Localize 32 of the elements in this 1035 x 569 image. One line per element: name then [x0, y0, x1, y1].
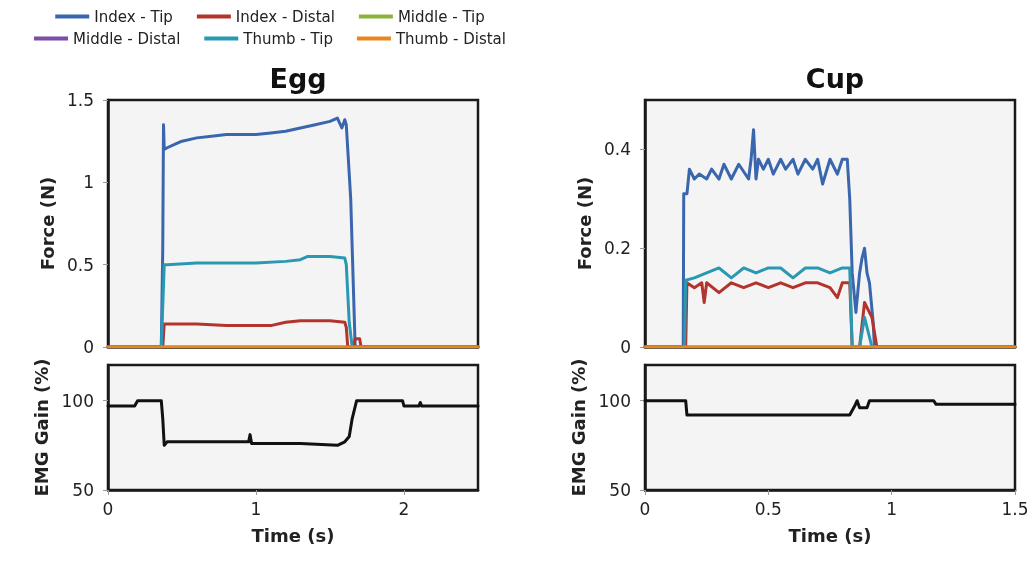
legend-label: Thumb - Tip [242, 29, 333, 48]
x-tick-label: 0.5 [754, 498, 782, 519]
y-tick-label: 1 [83, 172, 94, 193]
x-axis-title: Time (s) [788, 524, 872, 546]
y-tick-label: 0.4 [603, 139, 631, 160]
y-tick-label: 0.5 [66, 254, 94, 275]
y-tick-label: 100 [598, 390, 631, 411]
legend-label: Middle - Tip [397, 7, 485, 26]
y-axis-title: EMG Gain (%) [31, 358, 53, 497]
x-tick-label: 1 [250, 498, 262, 519]
legend-label: Thumb - Distal [394, 29, 506, 48]
y-tick-label: 0 [620, 337, 631, 357]
y-tick-label: 0.2 [603, 238, 631, 259]
x-tick-label: 1 [886, 498, 898, 519]
x-tick-label: 1.5 [1001, 498, 1029, 519]
y-tick-label: 50 [72, 480, 94, 500]
y-tick-label: 1.5 [66, 90, 94, 110]
chart-title: Cup [805, 63, 865, 94]
x-axis-title: Time (s) [251, 524, 335, 546]
legend-label: Index - Tip [94, 7, 173, 26]
y-tick-label: 50 [609, 480, 631, 500]
x-tick-label: 2 [398, 498, 410, 519]
y-axis-title: Force (N) [36, 176, 58, 271]
y-axis-title: Force (N) [573, 176, 595, 271]
x-tick-label: 0 [102, 498, 114, 519]
y-tick-label: 100 [61, 390, 94, 411]
y-tick-label: 0 [83, 337, 94, 357]
chart-title: Egg [269, 63, 327, 94]
legend-label: Middle - Distal [73, 29, 181, 48]
y-axis-title: EMG Gain (%) [568, 358, 590, 497]
legend-label: Index - Distal [235, 7, 335, 26]
x-tick-label: 0 [639, 498, 651, 519]
